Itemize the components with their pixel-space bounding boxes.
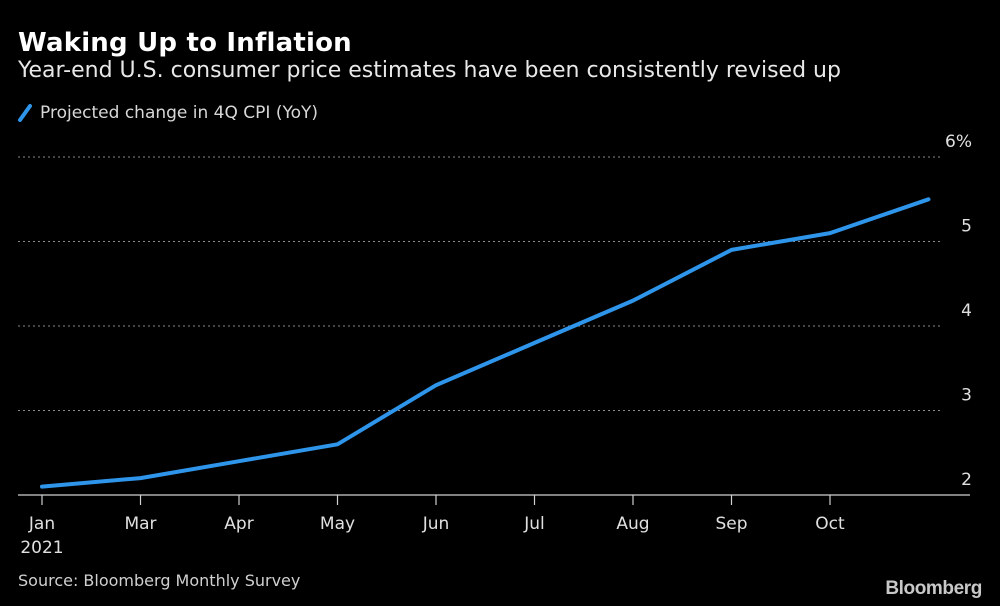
legend-label: Projected change in 4Q CPI (YoY): [40, 103, 319, 123]
y-tick-label: 4: [961, 301, 972, 321]
y-tick-label: 6%: [945, 132, 972, 152]
x-tick-label: Jun: [422, 514, 450, 534]
series-line: [40, 197, 931, 489]
grid-layer: [18, 156, 942, 411]
y-tick-label: 2: [961, 470, 972, 490]
x-tick-label: Aug: [616, 514, 649, 534]
source-note: Source: Bloomberg Monthly Survey: [18, 571, 301, 590]
x-tick-label: Oct: [815, 514, 845, 534]
legend: Projected change in 4Q CPI (YoY): [18, 103, 318, 123]
y-tick-label: 3: [961, 386, 972, 406]
x-tick-label: Jul: [523, 514, 545, 534]
x-tick-label: Apr: [224, 514, 253, 534]
chart-subtitle: Year-end U.S. consumer price estimates h…: [18, 58, 841, 83]
x-tick-label: Jan: [28, 514, 55, 534]
x-tick-label: May: [320, 514, 355, 534]
y-tick-label: 5: [961, 217, 972, 237]
x-tick-label: Mar: [124, 514, 156, 534]
chart-title: Waking Up to Inflation: [18, 28, 352, 58]
bloomberg-logo: Bloomberg: [885, 578, 982, 599]
series-layer: [40, 197, 931, 489]
line-swatch-icon: [18, 104, 32, 122]
tick-labels: 2 3 4 5 6% Jan Mar Apr May Jun Jul Aug Sep Oct 2021: [20, 132, 972, 558]
x-year-label: 2021: [20, 538, 63, 558]
x-tick-label: Sep: [715, 514, 747, 534]
x-axis: [18, 494, 970, 505]
